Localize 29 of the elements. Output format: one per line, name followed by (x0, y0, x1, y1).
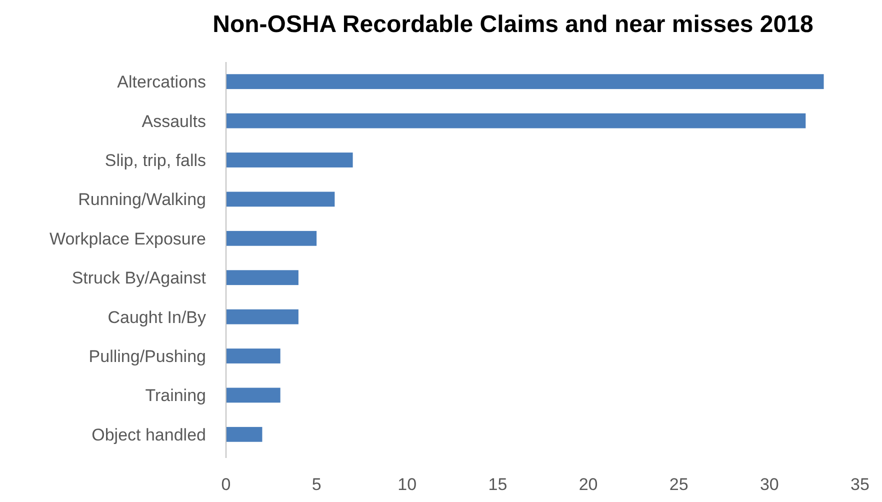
x-tick-label: 10 (398, 475, 417, 494)
bar (226, 230, 317, 246)
y-tick-label: Struck By/Against (72, 268, 206, 288)
bar (226, 309, 298, 324)
y-tick-label: Object handled (92, 425, 206, 444)
bar (226, 426, 262, 442)
y-tick-label: Assaults (142, 112, 206, 131)
chart-title: Non-OSHA Recordable Claims and near misses 2018 (212, 11, 814, 38)
bar (226, 152, 353, 168)
bar (226, 348, 280, 364)
y-tick-label: Caught In/By (108, 308, 206, 327)
x-tick-label: 5 (312, 475, 322, 494)
y-tick-label: Pulling/Pushing (88, 346, 206, 366)
y-tick-label: Altercations (117, 72, 206, 92)
bar (226, 113, 806, 128)
x-tick-label: 0 (221, 475, 231, 494)
x-tick-label: 15 (488, 475, 508, 494)
bar (226, 192, 335, 207)
y-tick-label: Running/Walking (78, 190, 206, 210)
bar (226, 270, 298, 286)
x-tick-label: 20 (578, 475, 598, 494)
x-tick-label: 25 (669, 475, 688, 494)
x-tick-label: 35 (850, 475, 870, 494)
x-tick-label: 30 (760, 475, 779, 494)
y-tick-label: Training (145, 386, 206, 406)
y-tick-label: Workplace Exposure (49, 229, 206, 248)
y-tick-label: Slip, trip, falls (104, 150, 206, 170)
bar (226, 74, 824, 90)
bar (226, 388, 280, 403)
